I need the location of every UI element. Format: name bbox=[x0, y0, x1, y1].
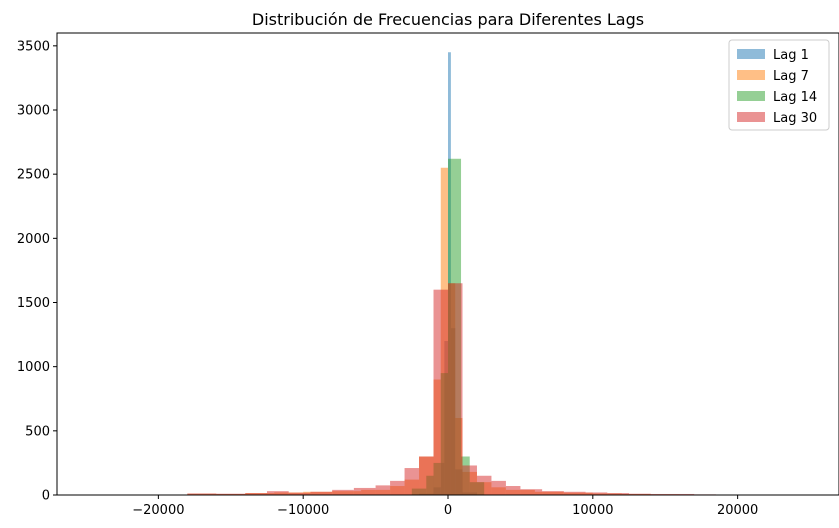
bar-lag-30-0 bbox=[187, 493, 217, 495]
bar-lag-30-18 bbox=[520, 489, 543, 495]
bar-lag-30-7 bbox=[353, 487, 376, 495]
bar-lag-30-13 bbox=[448, 283, 463, 495]
bar-lag-30-1 bbox=[216, 493, 246, 495]
y-tick-label: 0 bbox=[42, 489, 50, 504]
bar-lag-30-21 bbox=[585, 492, 608, 495]
bar-lag-30-14 bbox=[462, 465, 477, 495]
bar-lag-30-12 bbox=[433, 289, 448, 495]
bar-lag-30-8 bbox=[375, 485, 391, 495]
x-tick-label: 0 bbox=[444, 503, 452, 518]
legend-swatch bbox=[737, 112, 765, 122]
bar-lag-30-24 bbox=[650, 493, 673, 495]
legend-swatch bbox=[737, 70, 765, 80]
plot-frame bbox=[56, 32, 839, 496]
bar-lag-30-2 bbox=[245, 493, 267, 495]
legend-label: Lag 1 bbox=[773, 48, 809, 63]
x-tick-label: −20000 bbox=[132, 503, 184, 518]
legend-label: Lag 7 bbox=[773, 69, 809, 84]
y-tick-label: 2500 bbox=[17, 168, 50, 183]
bar-lag-30-19 bbox=[542, 491, 564, 495]
x-tick-label: 20000 bbox=[717, 503, 758, 518]
bar-lag-30-11 bbox=[419, 456, 434, 495]
y-tick-label: 3500 bbox=[17, 39, 50, 54]
y-tick-label: 3000 bbox=[17, 104, 50, 119]
bar-lag-30-25 bbox=[672, 493, 695, 495]
legend-label: Lag 14 bbox=[773, 90, 817, 105]
y-tick-label: 2000 bbox=[17, 232, 50, 247]
bar-lag-30-23 bbox=[629, 493, 651, 495]
bars-group bbox=[187, 52, 716, 495]
bar-lag-30-17 bbox=[505, 486, 521, 495]
legend-label: Lag 30 bbox=[773, 111, 817, 126]
bar-lag-30-16 bbox=[491, 480, 506, 495]
bar-lag-30-5 bbox=[310, 491, 333, 495]
x-tick-label: 10000 bbox=[572, 503, 613, 518]
bar-lag-30-15 bbox=[476, 475, 492, 495]
bar-lag-30-3 bbox=[266, 491, 289, 495]
legend-frame bbox=[728, 39, 830, 131]
bar-lag-30-6 bbox=[332, 489, 354, 495]
x-axis: −20000 −10000 0 10000 20000 bbox=[132, 495, 758, 518]
legend: Lag 1 Lag 7 Lag 14 Lag 30 bbox=[728, 39, 830, 131]
legend-swatch bbox=[737, 49, 765, 59]
legend-swatch bbox=[737, 91, 765, 101]
bar-lag-30-20 bbox=[563, 491, 586, 495]
x-tick-label: −10000 bbox=[277, 503, 329, 518]
bar-lag-30-9 bbox=[390, 480, 405, 495]
y-tick-label: 1500 bbox=[17, 296, 50, 311]
y-tick-label: 500 bbox=[25, 424, 50, 439]
y-tick-label: 1000 bbox=[17, 360, 50, 375]
bar-lag-30-22 bbox=[607, 493, 630, 495]
y-axis: 0 500 1000 1500 2000 2500 3000 3500 bbox=[17, 39, 57, 504]
bar-lag-30-4 bbox=[288, 492, 311, 495]
bar-lag-30-10 bbox=[404, 468, 420, 495]
chart-title: Distribución de Frecuencias para Diferen… bbox=[252, 10, 644, 29]
